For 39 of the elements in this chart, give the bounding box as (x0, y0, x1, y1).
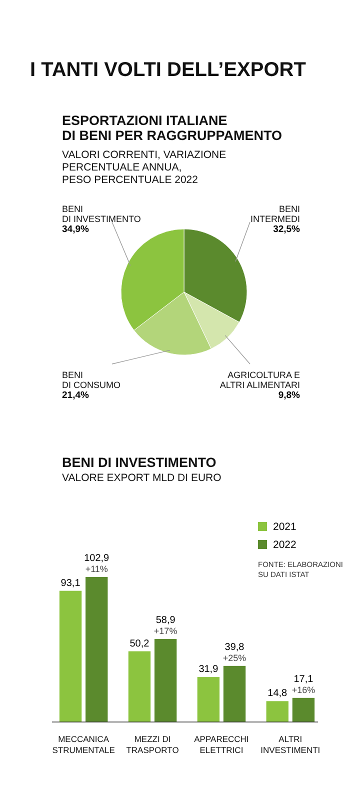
data-label: 58,9 (156, 615, 176, 626)
annotation: +25% (222, 652, 246, 663)
legend-label: 2021 (273, 521, 297, 533)
bar (292, 698, 315, 722)
chart-subtitle: VALORE EXPORT MLD DI EURO (62, 472, 222, 484)
bar (154, 639, 177, 722)
data-label: 50,2 (130, 638, 150, 650)
data-label: 14,8 (268, 688, 288, 700)
data-label: 93,1 (60, 578, 81, 589)
bar (197, 677, 220, 722)
bar (59, 590, 82, 722)
x-tick-label: MECCANICA STRUMENTALE (52, 734, 116, 755)
chart-title: BENI DI INVESTIMENTO (62, 455, 216, 470)
chart-title: ESPORTAZIONI ITALIANE DI BENI PER RAGGRUPPAMENTO (62, 113, 282, 143)
slice-label: AGRICOLTURA E ALTRI ALIMENTARI (220, 370, 300, 390)
annotation: +11% (85, 564, 108, 574)
bar (128, 651, 151, 722)
data-label: 32,5% (273, 224, 301, 235)
bar (86, 577, 108, 722)
slice-label: BENI DI INVESTIMENTO (62, 204, 141, 224)
legend-label: 2022 (273, 539, 297, 551)
chart-subtitle: VALORI CORRENTI, VARIAZIONE PERCENTUALE ANNUA, PESO PERCENTUALE 2022 (62, 149, 226, 186)
data-label: 21,4% (62, 390, 90, 401)
x-tick-label: ALTRI INVESTIMENTI (260, 734, 320, 755)
data-label: 9,8% (278, 390, 301, 401)
annotation: +16% (292, 684, 316, 695)
slice-label: BENI INTERMEDI (250, 204, 300, 224)
data-label: 102,9 (84, 553, 110, 564)
annotation: +17% (154, 626, 178, 636)
data-label: 39,8 (224, 642, 245, 653)
data-label: 31,9 (198, 664, 219, 676)
bar (266, 701, 288, 722)
x-tick-label: MEZZI DI TRASPORTO (126, 734, 180, 755)
slice-label: BENI DI CONSUMO (62, 370, 120, 390)
text: I TANTI VOLTI DELL’EXPORT (30, 59, 306, 81)
data-label: 17,1 (294, 674, 314, 685)
x-tick-label: APPARECCHI ELETTRICI (194, 734, 249, 755)
bar (223, 666, 246, 722)
data-label: 34,9% (62, 224, 90, 235)
